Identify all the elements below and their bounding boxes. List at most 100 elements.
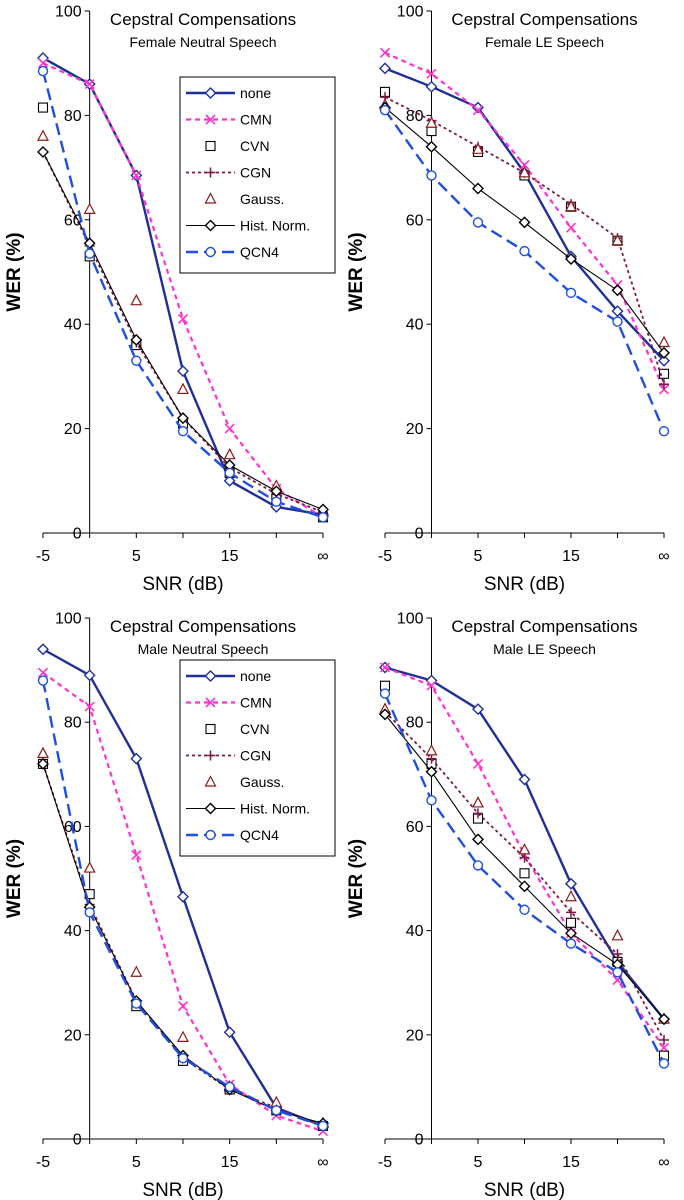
data-point <box>84 248 95 259</box>
legend-swatch-marker <box>204 192 217 204</box>
data-point <box>223 447 236 460</box>
series-hist-norm- <box>379 708 670 1026</box>
data-point <box>565 252 577 265</box>
data-point <box>425 116 438 128</box>
data-point <box>658 354 670 367</box>
data-point <box>379 688 391 699</box>
data-point <box>518 880 531 893</box>
data-point <box>317 1120 329 1132</box>
x-axis-title: SNR (dB) <box>484 1180 565 1200</box>
data-point <box>565 222 577 233</box>
data-point <box>271 496 282 507</box>
data-point <box>658 368 670 379</box>
data-point <box>426 68 437 79</box>
data-point <box>612 949 623 960</box>
y-axis-title: WER (%) <box>4 839 25 918</box>
y-tick-label: 20 <box>406 1027 424 1044</box>
data-point <box>84 701 95 712</box>
data-point <box>37 675 49 686</box>
y-tick-label: 100 <box>397 4 424 21</box>
data-point <box>565 927 577 940</box>
data-point <box>37 643 49 656</box>
legend-swatch-marker <box>205 114 216 125</box>
data-point <box>177 313 189 325</box>
data-point <box>83 861 96 873</box>
legend-label: Gauss. <box>240 774 284 790</box>
legend-swatch-marker <box>205 723 216 735</box>
y-tick-label: 80 <box>64 715 82 732</box>
legend: none CMN CVN CGN Gauss. Hist. Norm. QCN4 <box>179 76 336 274</box>
data-point <box>224 1081 235 1093</box>
data-point <box>565 287 577 299</box>
data-point <box>37 129 49 141</box>
series-qcn4 <box>379 688 670 1069</box>
legend-swatch-marker <box>205 246 216 258</box>
data-point <box>565 917 577 928</box>
data-point <box>519 245 530 257</box>
legend-label: CMN <box>240 695 272 711</box>
series-hist-norm- <box>37 145 329 516</box>
data-point <box>426 126 437 137</box>
legend-label: Gauss. <box>240 191 284 207</box>
legend-label: QCN4 <box>240 827 279 843</box>
y-tick-label: 80 <box>406 108 424 125</box>
chart-subtitle: Male LE Speech <box>493 641 596 657</box>
data-point <box>519 904 530 915</box>
data-point <box>425 140 438 153</box>
data-point <box>37 667 49 678</box>
data-point <box>473 808 483 819</box>
data-point <box>611 284 624 297</box>
legend-swatch-marker <box>204 802 217 815</box>
data-point <box>611 233 624 246</box>
data-point <box>472 217 484 228</box>
y-tick-label: 40 <box>64 923 82 940</box>
y-tick-label: 0 <box>73 526 82 543</box>
legend-box <box>179 76 336 274</box>
data-point <box>177 1001 189 1012</box>
data-point <box>37 757 49 770</box>
y-tick-label: 40 <box>406 923 424 940</box>
y-tick-label: 20 <box>406 421 424 438</box>
x-tick-label: 15 <box>562 548 580 565</box>
legend-label: CVN <box>240 721 270 737</box>
data-point <box>130 293 143 306</box>
y-tick-label: 100 <box>55 4 82 21</box>
data-point <box>426 680 437 691</box>
data-point <box>658 426 670 437</box>
data-point <box>131 170 142 181</box>
data-point <box>612 316 623 327</box>
data-point <box>224 467 235 479</box>
x-tick-label: 5 <box>132 1154 141 1171</box>
chart-subtitle: Female Neutral Speech <box>129 34 276 50</box>
y-tick-label: 20 <box>64 421 82 438</box>
x-axis-title: SNR (dB) <box>142 1180 223 1200</box>
chart-title: Cepstral Compensations <box>451 617 637 636</box>
data-point <box>518 773 531 786</box>
data-point <box>37 65 49 77</box>
legend: none CMN CVN CGN Gauss. Hist. Norm. QCN4 <box>179 659 336 857</box>
legend-swatch-marker <box>205 750 216 761</box>
data-point <box>223 1026 236 1039</box>
data-point <box>518 166 531 178</box>
data-point <box>611 929 624 941</box>
data-point <box>379 104 391 116</box>
x-axis-title: SNR (dB) <box>484 574 565 595</box>
data-point <box>472 796 484 808</box>
data-point <box>472 182 484 195</box>
data-point <box>177 426 189 437</box>
x-tick-label: ∞ <box>317 1154 328 1171</box>
data-point <box>131 849 142 861</box>
y-tick-label: 80 <box>406 715 424 732</box>
x-axis-title: SNR (dB) <box>142 574 223 595</box>
x-tick-label: 5 <box>474 548 483 565</box>
data-point <box>177 1053 189 1064</box>
legend-label: CVN <box>240 138 270 154</box>
chart-title: Cepstral Compensations <box>110 10 296 29</box>
y-tick-label: 80 <box>64 108 82 125</box>
legend-swatch-marker <box>204 775 217 787</box>
data-point <box>177 382 189 395</box>
legend-label: QCN4 <box>240 244 279 260</box>
legend-box <box>179 659 336 857</box>
